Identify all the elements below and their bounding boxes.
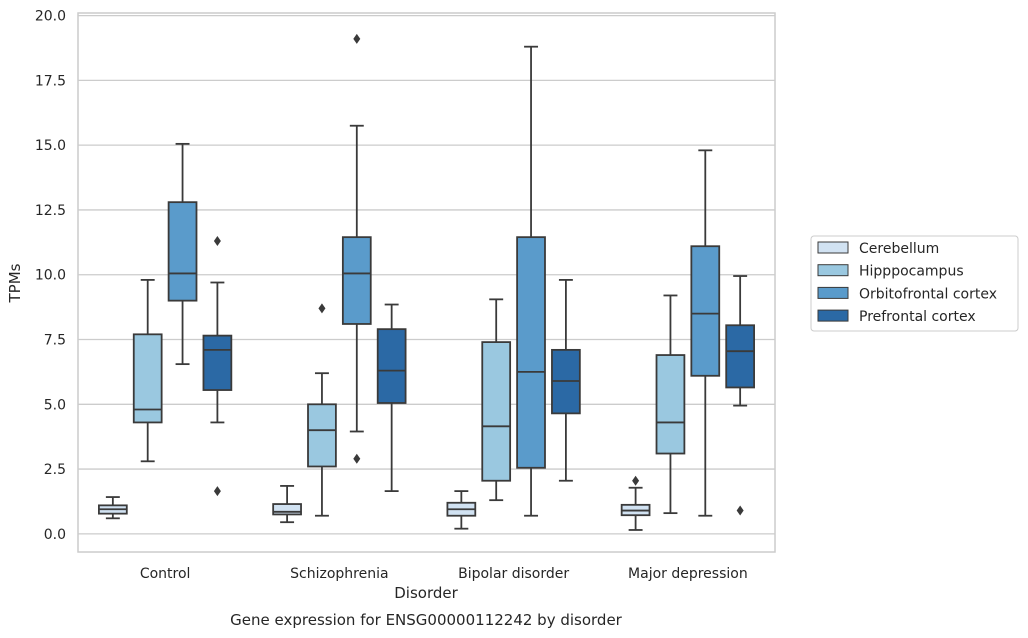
y-tick-label: 12.5 (35, 203, 66, 219)
box-hipppocampus (481, 298, 512, 502)
box-plots (98, 33, 755, 531)
x-tick-label: Control (140, 566, 191, 582)
box-prefrontal-cortex (725, 275, 755, 516)
x-tick-label: Schizophrenia (290, 566, 388, 582)
legend-entry: Hipppocampus (859, 264, 964, 280)
legend-swatch (817, 241, 849, 254)
box-orbitofrontal-cortex (167, 142, 198, 366)
outlier-point (736, 505, 744, 516)
box-hipppocampus (307, 303, 337, 517)
box-body (725, 324, 755, 389)
x-axis-label: Disorder (394, 584, 458, 602)
box-cerebellum (446, 490, 477, 530)
box-body (272, 503, 302, 516)
legend: Cerebellum Hipppocampus Orbitofrontal cort… (810, 235, 1019, 332)
box-body (202, 334, 233, 391)
box-hipppocampus (655, 294, 686, 515)
box-body (481, 341, 512, 482)
legend-swatch (817, 264, 849, 277)
y-tick-label: 20.0 (35, 9, 66, 25)
outlier-point (632, 475, 640, 486)
outlier-point (213, 236, 221, 247)
box-body (516, 236, 546, 469)
box-prefrontal-cortex (202, 236, 233, 497)
y-tick-label: 15.0 (35, 138, 66, 154)
box-prefrontal-cortex (376, 303, 407, 493)
legend-entry: Cerebellum (859, 241, 939, 257)
box-orbitofrontal-cortex (690, 149, 721, 517)
x-tick-label: Major depression (628, 566, 748, 582)
outlier-point (318, 303, 326, 314)
y-tick-label: 2.5 (44, 462, 66, 478)
legend-swatch (817, 309, 849, 322)
y-axis-ticks: 0.0 2.5 5.0 7.5 10.0 12.5 15.0 17.5 20.0 (35, 9, 66, 543)
y-tick-label: 7.5 (44, 333, 66, 349)
outlier-point (353, 33, 361, 44)
x-axis-ticks: Control Schizophrenia Bipolar disorder Majo… (140, 566, 748, 582)
legend-entry: Orbitofrontal cortex (859, 286, 997, 302)
legend-entry: Prefrontal cortex (859, 309, 976, 325)
box-orbitofrontal-cortex (341, 33, 372, 464)
box-body (132, 333, 163, 424)
box-orbitofrontal-cortex (516, 45, 546, 517)
box-hipppocampus (132, 279, 163, 463)
x-tick-label: Bipolar disorder (458, 566, 569, 582)
box-cerebellum (272, 485, 302, 524)
plot-frame (77, 12, 776, 553)
box-body (376, 328, 407, 404)
outlier-point (213, 486, 221, 497)
box-prefrontal-cortex (551, 279, 581, 482)
box-cerebellum (98, 496, 128, 520)
y-tick-label: 0.0 (44, 527, 66, 543)
legend-frame (810, 235, 1019, 332)
y-tick-label: 10.0 (35, 268, 66, 284)
box-body (690, 245, 721, 377)
y-tick-label: 5.0 (44, 397, 66, 413)
outlier-point (353, 453, 361, 464)
legend-swatch (817, 286, 849, 299)
box-body (341, 236, 372, 325)
chart-title: Gene expression for ENSG00000112242 by d… (230, 611, 623, 629)
y-axis-label: TPMs (6, 263, 24, 303)
box-cerebellum (620, 475, 651, 531)
y-tick-label: 17.5 (35, 73, 66, 89)
box-body (655, 354, 686, 455)
box-body (167, 201, 198, 302)
box-body (307, 403, 337, 468)
